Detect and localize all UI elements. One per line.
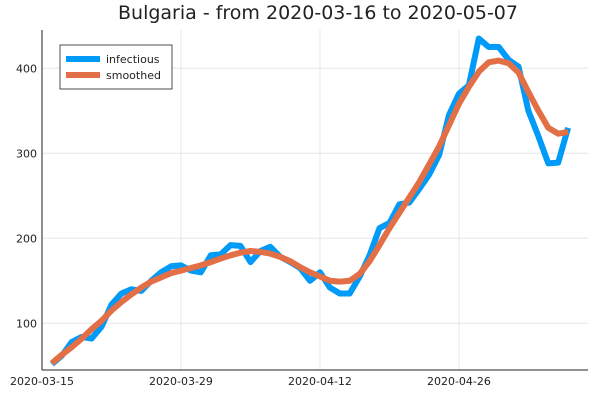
legend: infectious smoothed: [59, 44, 173, 90]
legend-label-smoothed: smoothed: [106, 69, 161, 82]
chart-title: Bulgaria - from 2020-03-16 to 2020-05-07: [118, 2, 518, 24]
y-tick-label: 400: [16, 62, 37, 75]
x-tick-label: 2020-04-26: [427, 375, 491, 388]
series-lines: [49, 35, 571, 367]
tick-labels: 100 200 300 400 2020-03-15 2020-03-29 2020-04-…: [10, 62, 491, 388]
legend-box: [59, 44, 173, 90]
x-tick-label: 2020-04-12: [288, 375, 352, 388]
axes: [41, 30, 588, 371]
x-tick-label: 2020-03-29: [149, 375, 213, 388]
y-tick-label: 200: [16, 232, 37, 245]
y-tick-label: 100: [16, 317, 37, 330]
x-tick-label: 2020-03-15: [10, 375, 74, 388]
series-line-smoothed: [49, 57, 569, 366]
legend-label-infectious: infectious: [106, 53, 160, 66]
y-tick-label: 300: [16, 147, 37, 160]
